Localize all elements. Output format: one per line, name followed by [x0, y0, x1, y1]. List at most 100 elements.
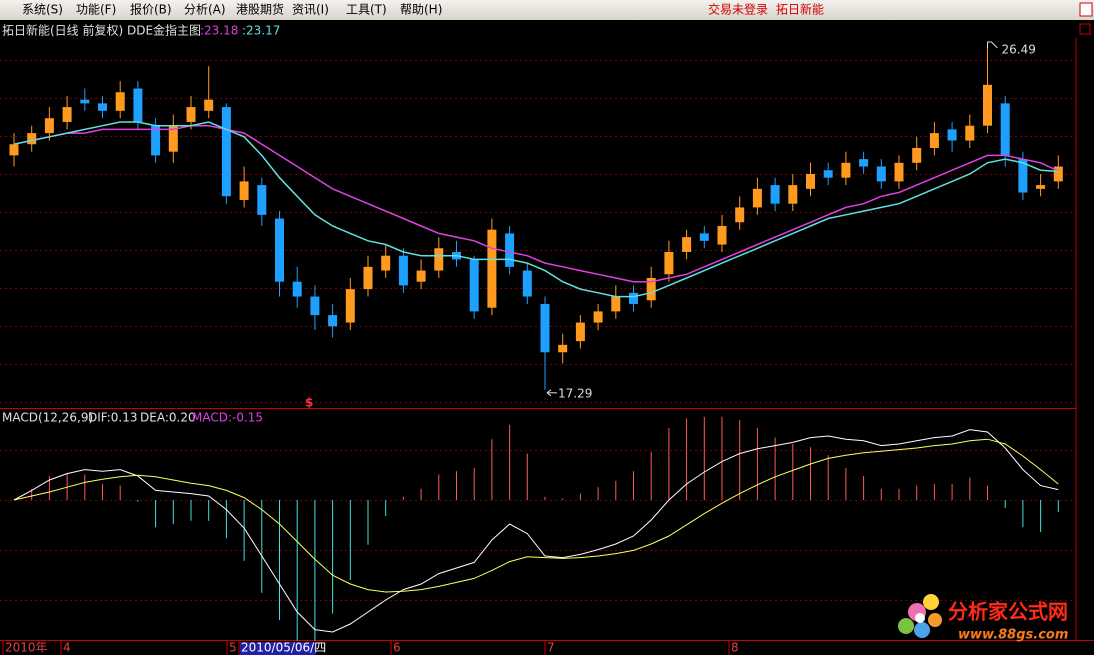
candle-body — [27, 133, 37, 145]
candle-body — [204, 99, 214, 111]
x-tick-label: 2010/05/06/四 — [241, 641, 326, 655]
candle-body — [646, 277, 656, 301]
candle-body — [806, 173, 815, 189]
candle-body — [363, 266, 373, 290]
candle-body — [1018, 159, 1028, 193]
x-tick-label: 4 — [63, 641, 71, 655]
macd-value-label: MACD:-0.15 — [192, 411, 263, 425]
macd-value-label: DIF:0.13 — [88, 411, 138, 425]
candle-body — [239, 181, 249, 200]
candle-body — [947, 129, 957, 141]
candle-body — [98, 103, 107, 111]
candle-body — [151, 125, 161, 156]
watermark-title: 分析家公式网 — [948, 600, 1068, 624]
candle-body — [416, 270, 426, 282]
candle-body — [841, 162, 851, 178]
candle-body — [823, 170, 833, 178]
candle-body — [168, 125, 178, 152]
macd-line — [13, 438, 1059, 593]
candle-body — [611, 296, 621, 312]
cursor-date-bg — [240, 642, 316, 655]
low-arrow-head — [546, 389, 552, 397]
watermark-url: www.88gs.com — [958, 628, 1068, 643]
candle-body — [929, 133, 939, 148]
candle-body — [310, 296, 320, 316]
candle-body — [345, 289, 355, 323]
candle-body — [381, 255, 391, 271]
candle-body — [894, 162, 904, 182]
candle-body — [434, 248, 444, 271]
ma-value-label: :23.17 — [242, 24, 280, 38]
x-tick-label: 6 — [393, 641, 401, 655]
candle-body — [859, 159, 869, 167]
macd-title: MACD(12,26,9) — [2, 411, 93, 425]
candle-body — [505, 233, 515, 267]
candle-body — [522, 270, 532, 297]
menu-item[interactable]: 系统(S) — [22, 3, 63, 17]
candle-body — [1000, 103, 1010, 156]
candle-body — [9, 144, 19, 156]
candle-body — [292, 281, 302, 297]
menu-item[interactable]: 分析(A) — [184, 3, 226, 17]
menu-item[interactable]: 帮助(H) — [400, 3, 442, 17]
candle-body — [275, 218, 284, 282]
candle-body — [398, 255, 408, 286]
candle-body — [186, 107, 196, 122]
candle-body — [44, 118, 54, 134]
candle-body — [558, 344, 568, 353]
candle-body — [1053, 166, 1063, 182]
menu-bar — [0, 0, 1094, 20]
stock-name: 拓日新能 — [776, 2, 824, 17]
menu-item[interactable]: 工具(T) — [346, 3, 387, 17]
signal-marker: $ — [305, 396, 313, 410]
menu-item[interactable]: 港股期货 — [236, 2, 284, 17]
chart-title: 拓日新能(日线 前复权) DDE金指主图 — [2, 23, 201, 38]
ma-value-label: :23.18 — [200, 24, 238, 38]
moving-average — [13, 121, 1059, 298]
candle-body — [487, 229, 497, 308]
menu-item[interactable]: 功能(F) — [76, 3, 116, 17]
candle-body — [221, 107, 231, 197]
candle-body — [664, 251, 674, 275]
candle-body — [770, 185, 780, 204]
high-annotation: 26.49 — [1002, 43, 1036, 57]
menu-item[interactable]: 报价(B) — [130, 2, 172, 17]
candle-body — [133, 88, 143, 122]
x-tick-label: 5 — [229, 641, 237, 655]
high-flag — [987, 41, 998, 49]
candle-body — [575, 322, 585, 342]
corner-box — [1079, 23, 1091, 35]
candle-body — [983, 84, 992, 126]
candle-body — [717, 225, 727, 245]
candle-body — [115, 92, 125, 111]
candle-body — [328, 315, 338, 327]
candle-body — [876, 166, 886, 182]
candle-body — [257, 185, 267, 215]
macd-value-label: DEA:0.20 — [140, 411, 196, 425]
candle-body — [965, 125, 975, 141]
candle-body — [752, 188, 762, 208]
x-tick-label: 8 — [731, 641, 739, 655]
candle-body — [699, 233, 709, 241]
low-annotation: 17.29 — [558, 386, 592, 400]
candle-body — [540, 303, 550, 353]
candle-body — [62, 107, 72, 122]
candle-body — [80, 99, 90, 104]
candle-body — [593, 311, 603, 323]
candle-body — [735, 207, 745, 223]
watermark-logo — [898, 594, 942, 638]
login-status[interactable]: 交易未登录 — [708, 2, 768, 17]
menu-item[interactable]: 资讯(I) — [292, 3, 329, 17]
macd-line — [13, 429, 1059, 633]
candle-body — [1036, 185, 1046, 189]
candle-body — [788, 185, 798, 204]
window-button[interactable] — [1079, 2, 1093, 17]
x-tick-label: 7 — [547, 641, 555, 655]
candle-body — [682, 237, 692, 252]
candle-body — [469, 259, 479, 312]
candle-body — [629, 292, 638, 304]
candle-body — [912, 147, 922, 163]
x-tick-label: 2010年 — [5, 641, 48, 655]
